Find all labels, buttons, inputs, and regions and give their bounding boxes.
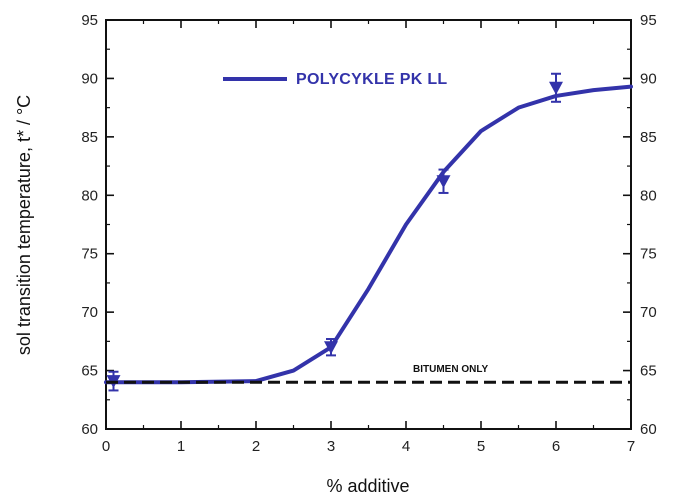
x-tick-label: 7 <box>627 438 635 455</box>
x-tick-label: 4 <box>402 438 410 455</box>
y-tick-label: 60 <box>81 421 98 438</box>
y-right-tick-label: 75 <box>640 246 657 263</box>
y-right-tick-label: 70 <box>640 304 657 321</box>
x-tick-label: 1 <box>177 438 185 455</box>
x-tick-label: 2 <box>252 438 260 455</box>
x-tick-label: 5 <box>477 438 485 455</box>
y-tick-label: 90 <box>81 70 98 87</box>
y-tick-label: 80 <box>81 187 98 204</box>
y-tick-label: 70 <box>81 304 98 321</box>
y-axis-title: sol transition temperature, t* / °C <box>14 95 34 355</box>
y-tick-label: 95 <box>81 12 98 29</box>
chart-ticks <box>105 19 632 430</box>
x-tick-label: 0 <box>102 438 110 455</box>
chart-tick-labels: 0 1 2 3 4 5 6 7 60 60 65 65 70 70 75 75 80 80 85 85 90 90 95 95 <box>81 12 656 455</box>
y-right-tick-label: 60 <box>640 421 657 438</box>
y-right-tick-label: 85 <box>640 129 657 146</box>
legend-label: POLYCYKLE PK LL <box>296 71 447 88</box>
y-right-tick-label: 95 <box>640 12 657 29</box>
chart-series <box>104 72 633 392</box>
y-right-tick-label: 90 <box>640 70 657 87</box>
y-tick-label: 65 <box>81 363 98 380</box>
x-axis-title: % additive <box>326 476 409 496</box>
data-point-marker <box>324 341 338 355</box>
data-point-marker <box>549 81 563 95</box>
y-right-tick-label: 80 <box>640 187 657 204</box>
data-point-marker <box>436 175 451 189</box>
x-tick-label: 6 <box>552 438 560 455</box>
x-tick-label: 3 <box>327 438 335 455</box>
reference-label: BITUMEN ONLY <box>413 364 489 375</box>
y-tick-label: 85 <box>81 129 98 146</box>
y-tick-label: 75 <box>81 246 98 263</box>
series-fit-line <box>104 84 633 385</box>
y-right-tick-label: 65 <box>640 363 657 380</box>
